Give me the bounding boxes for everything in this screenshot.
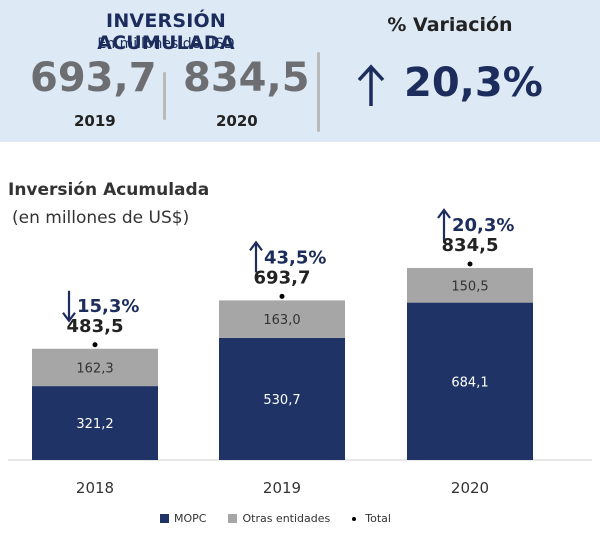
bar-mopc-2019 [219,337,345,460]
legend-item-total: Total [352,512,391,525]
change-label-2019: 43,5% [264,247,326,268]
kpi-title: INVERSIÓN ACUMULADA [97,10,235,54]
bar-label-mopc-2019: 530,7 [263,393,300,408]
bar-label-otras-2018: 162,3 [76,361,113,376]
legend-swatch-mopc [160,514,169,523]
legend-label-otras: Otras entidades [242,512,331,525]
variation-value: 20,3% [404,60,543,106]
legend-dot-total [352,516,357,521]
bar-mopc-2018 [32,386,158,460]
legend-label-mopc: MOPC [174,512,207,525]
chart-title: Inversión Acumulada [8,180,210,200]
total-dot-2019 [279,293,285,299]
kpi-year-2019: 2019 [74,112,116,130]
kpi-divider-right [317,52,320,132]
bar-label-otras-2019: 163,0 [263,313,300,328]
change-arrow-up-icon-2019 [249,240,263,273]
total-label-2018: 483,5 [67,316,124,337]
bar-otras-2018 [32,348,158,387]
chart-legend: MOPC Otras entidades Total [160,512,413,525]
total-label-2019: 693,7 [254,267,311,288]
arrow-up-icon [357,64,385,106]
bar-label-mopc-2018: 321,2 [76,417,113,432]
change-label-2020: 20,3% [452,215,514,236]
legend-swatch-otras [228,514,238,523]
kpi-year-2020: 2020 [216,112,258,130]
change-arrow-down-icon-2018 [62,290,76,323]
kpi-subtitle: En millones de USD [97,36,235,52]
change-label-2018: 15,3% [77,296,139,317]
legend-item-otras: Otras entidades [228,512,330,525]
bar-label-mopc-2020: 684,1 [451,375,488,390]
x-tick-label-2018: 2018 [76,479,114,497]
kpi-divider [163,72,166,120]
legend-item-mopc: MOPC [160,512,206,525]
chart-subtitle: (en millones de US$) [12,208,190,228]
x-tick-label-2020: 2020 [451,479,489,497]
bar-mopc-2020 [407,302,533,460]
bar-otras-2020 [407,267,533,303]
total-dot-2018 [92,342,98,348]
kpi-panel: INVERSIÓN ACUMULADA En millones de USD 6… [0,0,600,142]
kpi-value-2019: 693,7 [30,55,157,101]
change-arrow-up-icon-2020 [437,208,451,240]
total-label-2020: 834,5 [442,235,499,256]
bar-otras-2019 [219,300,345,338]
variation-title: % Variación [387,14,513,36]
legend-label-total: Total [365,512,391,525]
x-tick-label-2019: 2019 [263,479,301,497]
total-dot-2020 [467,261,473,267]
bar-label-otras-2020: 150,5 [451,279,488,294]
kpi-value-2020: 834,5 [183,55,310,101]
